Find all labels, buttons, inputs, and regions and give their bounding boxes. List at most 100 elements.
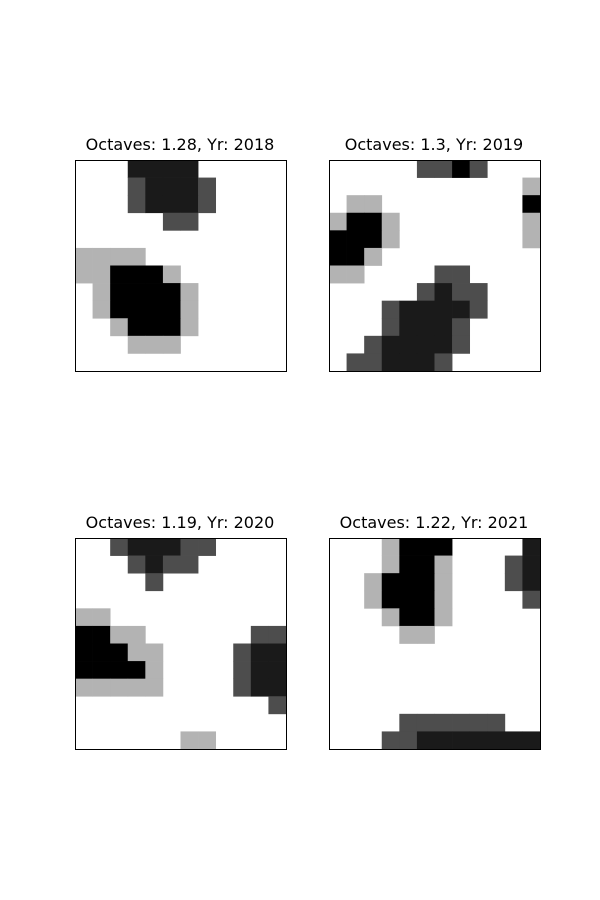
heatmap-cell: [145, 555, 164, 574]
heatmap-cell: [399, 625, 418, 644]
heatmap-cell: [416, 713, 435, 732]
heatmap-cell: [145, 318, 164, 337]
heatmap-cell: [127, 555, 146, 574]
heatmap-cell: [452, 283, 471, 302]
heatmap-cell: [92, 661, 111, 680]
heatmap-cell: [416, 731, 435, 750]
heatmap-cell: [92, 300, 111, 319]
heatmap-cell: [416, 573, 435, 592]
heatmap-cell: [92, 283, 111, 302]
heatmap-cell: [233, 678, 252, 697]
heatmap-cell: [452, 731, 471, 750]
heatmap-cell: [416, 590, 435, 609]
heatmap-cell: [127, 661, 146, 680]
heatmap-cell: [469, 731, 488, 750]
heatmap-cell: [469, 283, 488, 302]
heatmap-cell: [92, 678, 111, 697]
heatmap-cell: [364, 212, 383, 231]
heatmap-cell: [399, 713, 418, 732]
heatmap-cell: [416, 318, 435, 337]
heatmap-cell: [180, 283, 199, 302]
heatmap-cell: [399, 608, 418, 627]
heatmap-cell: [434, 283, 453, 302]
heatmap-cell: [381, 555, 400, 574]
heatmap-cell: [381, 230, 400, 249]
heatmap-cell: [127, 335, 146, 354]
heatmap-cell: [162, 335, 181, 354]
heatmap-cell: [487, 713, 506, 732]
heatmap-cell: [233, 643, 252, 662]
heatmap-cell: [434, 318, 453, 337]
heatmap-cell: [364, 353, 383, 372]
heatmap-cell: [346, 265, 365, 284]
heatmap-cell: [504, 731, 523, 750]
heatmap-cell: [127, 247, 146, 266]
heatmap-cell: [434, 538, 453, 556]
heatmap-cell: [75, 661, 93, 680]
panel-title: Octaves: 1.3, Yr: 2019: [345, 135, 523, 154]
heatmap-cell: [329, 230, 347, 249]
heatmap-cell: [127, 195, 146, 214]
heatmap-cell: [92, 625, 111, 644]
heatmap-cell: [469, 713, 488, 732]
heatmap-cell: [145, 265, 164, 284]
heatmap-cell: [162, 160, 181, 178]
heatmap-cell: [399, 318, 418, 337]
heatmap-cell: [127, 625, 146, 644]
heatmap-cell: [75, 625, 93, 644]
axes-frame: [329, 538, 541, 750]
axes-frame: [75, 160, 287, 372]
heatmap-cell: [250, 678, 269, 697]
heatmap-cell: [75, 643, 93, 662]
heatmap-cell: [399, 555, 418, 574]
heatmap-cell: [522, 177, 541, 196]
heatmap-cell: [381, 590, 400, 609]
axes-frame: [329, 160, 541, 372]
heatmap-cell: [127, 678, 146, 697]
heatmap-cell: [250, 661, 269, 680]
heatmap-cell: [452, 160, 471, 178]
heatmap-cell: [250, 643, 269, 662]
heatmap-cell: [145, 283, 164, 302]
heatmap-cell: [110, 538, 129, 556]
heatmap-cell: [110, 661, 129, 680]
heatmap-cell: [162, 283, 181, 302]
heatmap-cell: [268, 696, 287, 715]
heatmap-cell: [434, 573, 453, 592]
heatmap-cell: [399, 538, 418, 556]
heatmap-cell: [522, 555, 541, 574]
heatmap-cell: [399, 573, 418, 592]
heatmap-cell: [145, 643, 164, 662]
heatmap-cell: [522, 230, 541, 249]
heatmap-cell: [110, 643, 129, 662]
heatmap-cell: [381, 353, 400, 372]
heatmap-cell: [434, 608, 453, 627]
heatmap-cell: [110, 300, 129, 319]
heatmap-cell: [180, 212, 199, 231]
heatmap-cell: [504, 573, 523, 592]
heatmap-cell: [268, 661, 287, 680]
heatmap-cell: [268, 678, 287, 697]
heatmap-cell: [162, 318, 181, 337]
heatmap-cell: [364, 335, 383, 354]
heatmap-cell: [416, 608, 435, 627]
heatmap-cell: [145, 538, 164, 556]
heatmap-cell: [145, 335, 164, 354]
heatmap-cell: [364, 590, 383, 609]
heatmap-cell: [452, 713, 471, 732]
heatmap-cell: [416, 555, 435, 574]
heatmap-cell: [162, 265, 181, 284]
heatmap-cell: [329, 212, 347, 231]
heatmap-cell: [469, 300, 488, 319]
heatmap-cell: [469, 160, 488, 178]
heatmap-cell: [416, 353, 435, 372]
heatmap-cell: [522, 731, 541, 750]
heatmap-cell: [145, 300, 164, 319]
heatmap-cell: [434, 335, 453, 354]
heatmap-cell: [198, 195, 217, 214]
heatmap-cell: [364, 230, 383, 249]
heatmap-cell: [162, 195, 181, 214]
heatmap-cell: [434, 555, 453, 574]
heatmap-cell: [522, 212, 541, 231]
